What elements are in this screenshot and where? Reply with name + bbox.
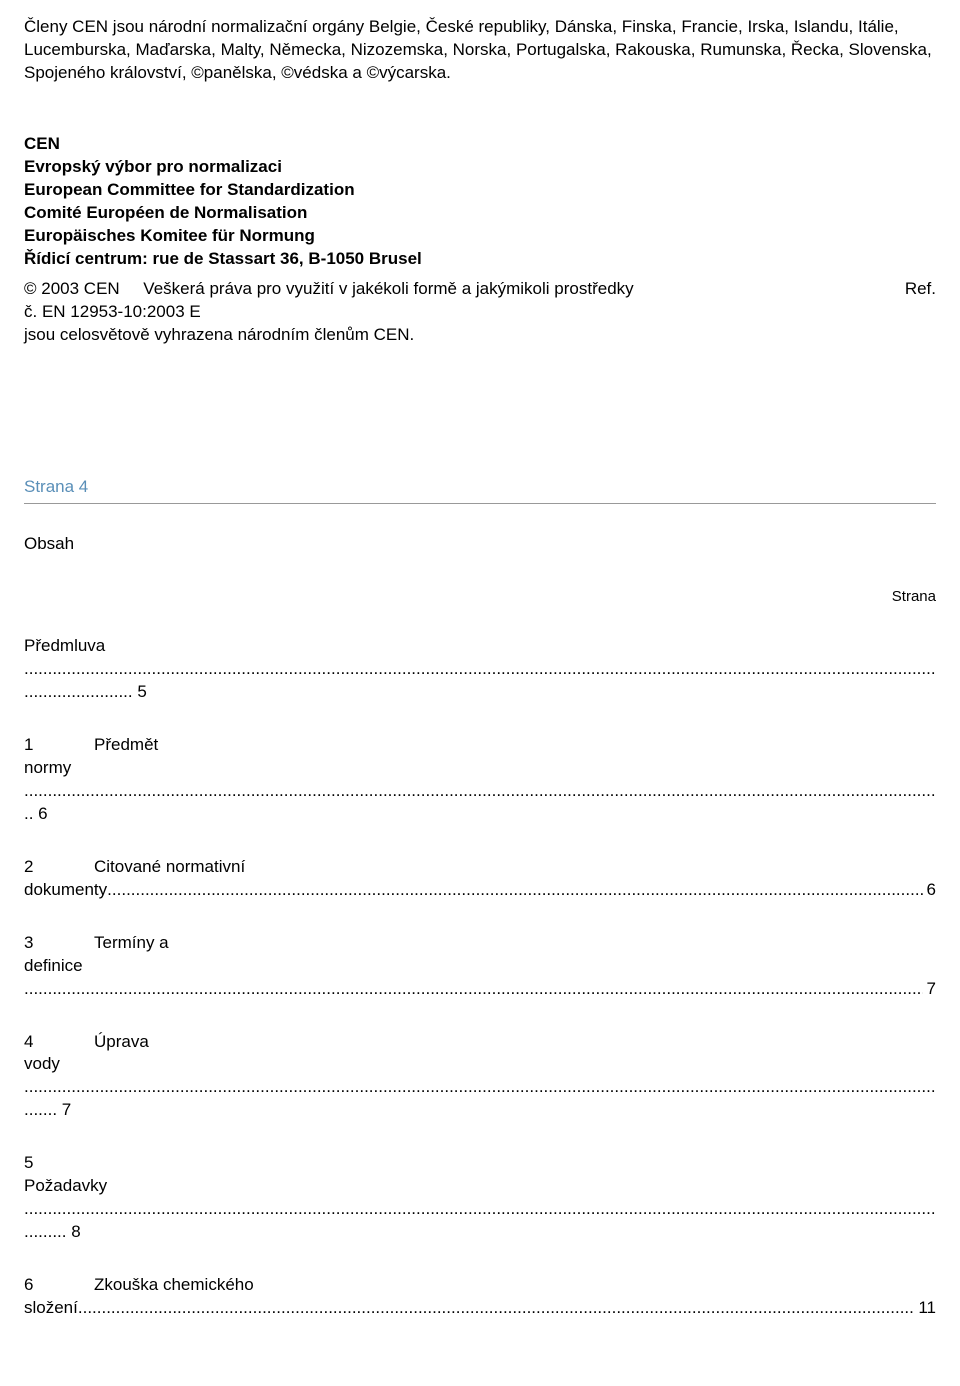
- cen-line-5: Europäisches Komitee für Normung: [24, 225, 936, 248]
- copyright-line-3: jsou celosvětově vyhrazena národním člen…: [24, 324, 936, 347]
- cen-line-6: Řídicí centrum: rue de Stassart 36, B-10…: [24, 248, 936, 271]
- cen-line-1: CEN: [24, 133, 936, 156]
- toc-second-lead: dokumenty: [24, 879, 107, 902]
- toc-entry-3: 3Termíny a definice ....................…: [24, 932, 936, 1001]
- toc-page-number: 6: [923, 879, 936, 902]
- toc-second-line: vody: [24, 1053, 936, 1076]
- toc-dots: ........................................…: [24, 1076, 936, 1099]
- copyright-line-2: č. EN 12953-10:2003 E: [24, 301, 936, 324]
- cen-block: CEN Evropský výbor pro normalizaci Europ…: [24, 133, 936, 271]
- toc-number: 2: [24, 856, 94, 879]
- toc-dots: ........................................…: [24, 1198, 936, 1221]
- copyright-row: © 2003 CEN Veškerá práva pro využití v j…: [24, 278, 936, 301]
- toc-entry-1: 1Předmět normy .........................…: [24, 734, 936, 826]
- toc-entry-predmluva: Předmluva ..............................…: [24, 635, 936, 704]
- toc-label: Předmět: [94, 735, 158, 754]
- toc-second-lead: složení: [24, 1297, 78, 1320]
- toc-dots: ........................................…: [107, 879, 922, 902]
- divider: [24, 503, 936, 504]
- document-page: Členy CEN jsou národní normalizační orgá…: [0, 0, 960, 1344]
- toc-label: Předmluva: [24, 635, 936, 658]
- obsah-heading: Obsah: [24, 534, 936, 554]
- toc-second-line: definice: [24, 955, 936, 978]
- toc-page-number: 11: [914, 1297, 936, 1320]
- toc-entry-6: 6Zkouška chemického složení ............…: [24, 1274, 936, 1320]
- cen-line-3: European Committee for Standardization: [24, 179, 936, 202]
- copyright-ref: Ref.: [885, 278, 936, 301]
- toc-dots: ........................................…: [24, 658, 936, 681]
- toc-third-line: .. 6: [24, 803, 936, 826]
- copyright-left: © 2003 CEN Veškerá práva pro využití v j…: [24, 278, 885, 301]
- toc-number: 6: [24, 1274, 94, 1297]
- toc-entry-4: 4Úprava vody ...........................…: [24, 1031, 936, 1123]
- toc-second-line: Požadavky: [24, 1175, 936, 1198]
- toc-entry-2: 2Citované normativní dokumenty .........…: [24, 856, 936, 902]
- toc-second-line: normy: [24, 757, 936, 780]
- toc-number: 4: [24, 1031, 94, 1054]
- toc-label: Termíny a: [94, 933, 169, 952]
- strana-column-label: Strana: [24, 588, 936, 605]
- toc-number: 5: [24, 1152, 94, 1175]
- page-marker-strana4: Strana 4: [24, 477, 936, 497]
- toc-third-line: ......... 8: [24, 1221, 936, 1244]
- toc-label: Citované normativní: [94, 857, 245, 876]
- toc-label: Úprava: [94, 1032, 149, 1051]
- cen-line-4: Comité Européen de Normalisation: [24, 202, 936, 225]
- toc-dots: ........................................…: [78, 1297, 914, 1320]
- cen-line-2: Evropský výbor pro normalizaci: [24, 156, 936, 179]
- toc-third-line: ....... 7: [24, 1099, 936, 1122]
- toc-second-line: ....................... 5: [24, 681, 936, 704]
- toc-dots: ........................................…: [24, 978, 923, 1001]
- toc-dots: ........................................…: [24, 780, 936, 803]
- toc-label: Zkouška chemického: [94, 1275, 254, 1294]
- toc-number: 3: [24, 932, 94, 955]
- toc-entry-5: 5 Požadavky ............................…: [24, 1152, 936, 1244]
- intro-paragraph: Členy CEN jsou národní normalizační orgá…: [24, 16, 936, 85]
- toc-page-number: 7: [923, 978, 936, 1001]
- toc-number: 1: [24, 734, 94, 757]
